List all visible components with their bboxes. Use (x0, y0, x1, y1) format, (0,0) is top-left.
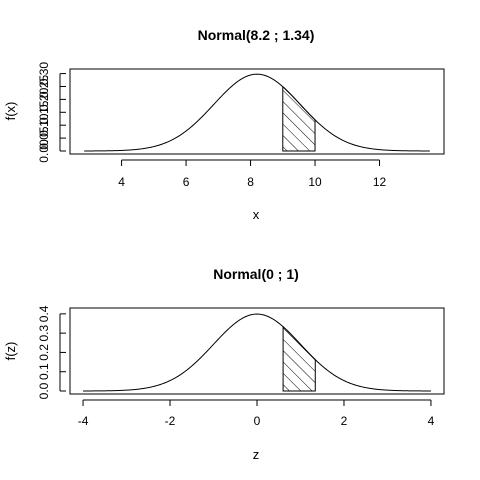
x-axis: 4 6 8 10 12 (118, 159, 387, 189)
y-tick-label: 0.20 (37, 87, 51, 111)
y-tick-label: 0.30 (37, 62, 51, 86)
y-tick-label: 0.15 (37, 100, 51, 124)
chart-panel-2: Normal(0 ; 1) -4 -2 0 2 4 0.0 0.1 0.2 0.3 0.4 z f… (3, 266, 445, 462)
chart-panel-1: Normal(8.2 ; 1.34) 4 6 8 10 120.000.050.100.… (3, 27, 445, 222)
chart-title: Normal(8.2 ; 1.34) (198, 27, 315, 43)
plot-frame (69, 307, 445, 395)
x-tick-label: 8 (247, 175, 254, 189)
y-axis-label: f(z) (3, 342, 18, 361)
plot-frame (69, 68, 445, 155)
shaded-probability-area (282, 85, 316, 152)
shaded-probability-area (282, 325, 316, 392)
x-tick-label: 4 (118, 175, 125, 189)
x-axis: -4 -2 0 2 4 (78, 399, 435, 428)
y-axis: 0.000.050.100.150.200.250.30 (37, 62, 66, 163)
density-curve (84, 73, 430, 152)
y-tick-label: 0.4 (37, 305, 51, 322)
x-tick-label: 4 (428, 414, 435, 428)
y-tick-label: 0.05 (37, 126, 51, 150)
chart-marks: 4 6 8 10 12 0.000.050.100.150.200.250.30 (37, 62, 430, 189)
x-tick-label: -4 (78, 414, 89, 428)
x-tick-label: 0 (254, 414, 261, 428)
x-axis-label: x (253, 207, 260, 222)
x-tick-label: 2 (341, 414, 348, 428)
y-tick-label: 0.10 (37, 113, 51, 137)
chart-title: Normal(0 ; 1) (213, 266, 299, 282)
x-tick-label: 6 (183, 175, 190, 189)
y-tick-label: 0.3 (37, 324, 51, 341)
y-tick-label: 0.0 (37, 382, 51, 399)
y-tick-label: 0.25 (37, 74, 51, 98)
density-curve (83, 313, 431, 392)
y-tick-label: 0.00 (37, 139, 51, 163)
x-tick-label: 12 (373, 175, 387, 189)
x-axis-label: z (253, 447, 260, 462)
y-axis-label: f(x) (3, 102, 18, 121)
chart-marks: -4 -2 0 2 4 0.0 0.1 0.2 0.3 0.4 (37, 305, 435, 428)
y-tick-label: 0.1 (37, 363, 51, 380)
y-tick-label: 0.2 (37, 344, 51, 361)
x-tick-label: 10 (308, 175, 322, 189)
x-tick-label: -2 (165, 414, 176, 428)
y-axis: 0.0 0.1 0.2 0.3 0.4 (37, 305, 66, 399)
